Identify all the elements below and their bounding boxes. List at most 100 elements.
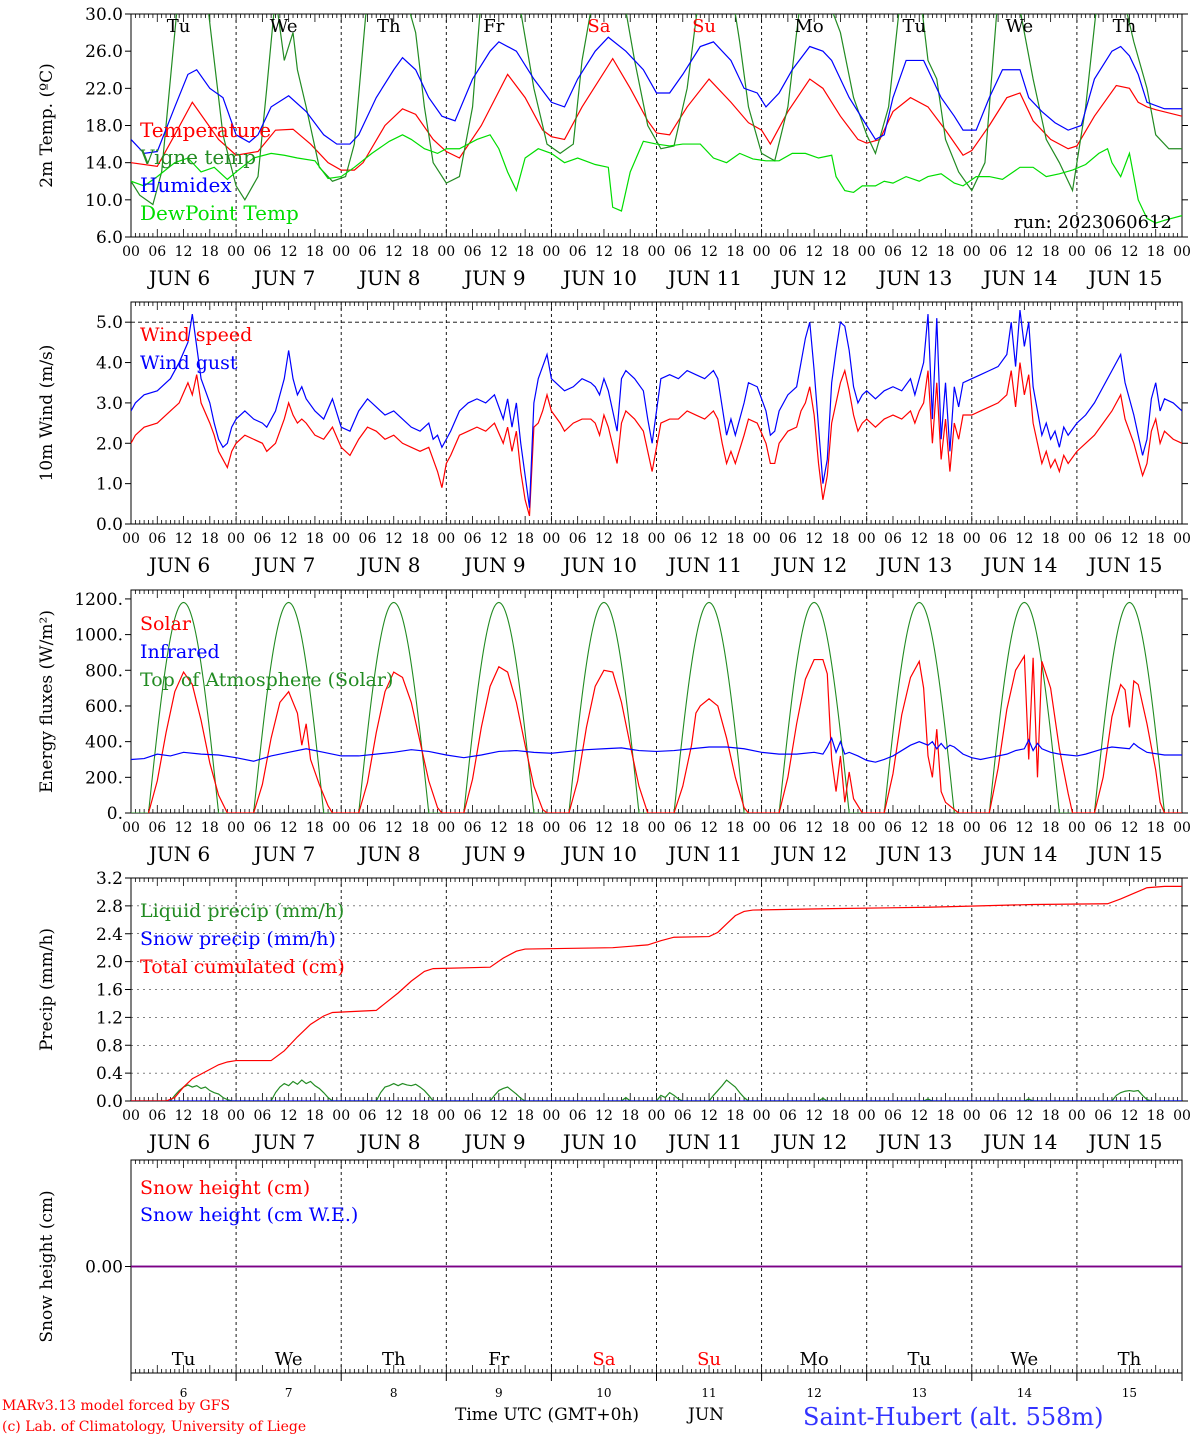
y-tick-label: 400. — [85, 733, 123, 753]
hour-label: 18 — [1147, 531, 1165, 547]
y-tick-label: 1.6 — [96, 981, 123, 1001]
hour-label: 12 — [280, 531, 298, 547]
legend-label: Vigne temp — [139, 145, 256, 169]
hour-label: 12 — [595, 531, 613, 547]
weekday-label: Tu — [172, 1349, 196, 1370]
hour-label: 12 — [280, 1108, 298, 1124]
month-label: JUN — [688, 1405, 725, 1425]
series-infrared — [131, 736, 1182, 763]
hour-label: 00 — [1068, 1108, 1086, 1124]
series-temperature — [131, 57, 1182, 171]
hour-label: 18 — [1147, 244, 1165, 260]
date-label: JUN 14 — [981, 266, 1057, 290]
date-label: JUN 6 — [147, 842, 210, 866]
hour-label: 00 — [963, 244, 981, 260]
date-label: JUN 12 — [771, 842, 847, 866]
panel-precip: 0.0 0.4 0.8 1.2 1.6 2.0 2.4 2.8 3.2 Precip (mm/h)… — [37, 869, 1191, 1154]
hour-label: 12 — [175, 244, 193, 260]
hour-label: 18 — [621, 1108, 639, 1124]
hour-label: 00 — [542, 1108, 560, 1124]
date-label: JUN 7 — [252, 842, 315, 866]
hour-label: 06 — [148, 531, 166, 547]
hour-label: 12 — [805, 531, 823, 547]
hour-label: 18 — [1147, 820, 1165, 836]
hour-label: 00 — [332, 244, 350, 260]
hour-label: 06 — [1094, 1108, 1112, 1124]
hour-label: 18 — [726, 531, 744, 547]
hour-label: 12 — [385, 531, 403, 547]
hour-label: 00 — [858, 1108, 876, 1124]
y-tick-label: 0.0 — [96, 515, 123, 535]
date-label: JUN 10 — [561, 1130, 637, 1154]
hour-label: 00 — [542, 820, 560, 836]
day-number-label: 9 — [495, 1386, 503, 1400]
legend-label: Temperature — [140, 118, 271, 142]
hour-label: 18 — [1147, 1108, 1165, 1124]
y-tick-label: 5.0 — [96, 313, 123, 333]
hour-ticks — [130, 1160, 1183, 1373]
date-label: JUN 8 — [357, 553, 420, 577]
legend-label: Humidex — [140, 173, 232, 197]
hour-label: 06 — [253, 531, 271, 547]
date-label: JUN 15 — [1086, 266, 1162, 290]
hour-label: 12 — [490, 531, 508, 547]
date-label: JUN 9 — [462, 842, 525, 866]
series-humidex — [131, 36, 1182, 155]
date-label: JUN 6 — [147, 266, 210, 290]
y-tick-label: 6.0 — [96, 228, 123, 248]
weekday-label: Sa — [587, 16, 610, 37]
hour-label: 18 — [201, 820, 219, 836]
hour-label: 12 — [1121, 820, 1139, 836]
plot-area — [131, 601, 1182, 813]
hour-label: 00 — [437, 531, 455, 547]
hour-label: 12 — [805, 820, 823, 836]
y-axis-label: 10m Wind (m/s) — [37, 345, 57, 482]
hour-label: 18 — [832, 1108, 850, 1124]
hour-label: 00 — [1173, 244, 1191, 260]
hour-label: 12 — [595, 244, 613, 260]
hour-label: 00 — [858, 531, 876, 547]
date-label: JUN 8 — [357, 842, 420, 866]
hour-label: 18 — [306, 531, 324, 547]
hour-label: 18 — [306, 1108, 324, 1124]
hour-label: 06 — [569, 820, 587, 836]
hour-label: 00 — [1173, 820, 1191, 836]
hour-label: 06 — [253, 820, 271, 836]
hour-label: 18 — [201, 244, 219, 260]
hour-label: 00 — [753, 244, 771, 260]
hour-label: 06 — [359, 820, 377, 836]
weekday-label: Tu — [902, 16, 926, 37]
weekday-label: Tu — [167, 16, 191, 37]
plot-area — [131, 309, 1182, 517]
panel-wind: 0.0 1.0 2.0 3.0 4.0 5.0 10m Wind (m/s) Wind spe… — [37, 301, 1191, 577]
y-tick-label: 0. — [107, 804, 123, 824]
hour-label: 06 — [884, 531, 902, 547]
date-label: JUN 14 — [981, 553, 1057, 577]
y-tick-label: 22.0 — [85, 79, 123, 99]
hour-label: 00 — [437, 244, 455, 260]
hour-label: 00 — [227, 531, 245, 547]
y-tick-label: 30.0 — [85, 5, 123, 25]
hour-label: 18 — [516, 244, 534, 260]
hour-label: 18 — [726, 244, 744, 260]
hour-label: 12 — [700, 244, 718, 260]
date-label: JUN 10 — [561, 266, 637, 290]
hour-label: 00 — [858, 820, 876, 836]
legend-label: Infrared — [140, 641, 220, 663]
weekday-label: Sa — [592, 1349, 615, 1370]
date-label: JUN 14 — [981, 842, 1057, 866]
weekday-label: Th — [1118, 1349, 1142, 1370]
hour-label: 12 — [700, 1108, 718, 1124]
hour-label: 06 — [884, 820, 902, 836]
hour-label: 12 — [490, 244, 508, 260]
hour-ticks — [130, 590, 1183, 813]
y-tick-label: 4.0 — [96, 354, 123, 374]
hour-label: 12 — [595, 1108, 613, 1124]
weekday-label: We — [275, 1349, 303, 1370]
model-credit: MARv3.13 model forced by GFS — [2, 1398, 231, 1414]
date-label: JUN 15 — [1086, 842, 1162, 866]
y-tick-label: 18.0 — [85, 117, 123, 137]
y-axis-label: Snow height (cm) — [37, 1190, 57, 1342]
hour-label: 12 — [595, 820, 613, 836]
